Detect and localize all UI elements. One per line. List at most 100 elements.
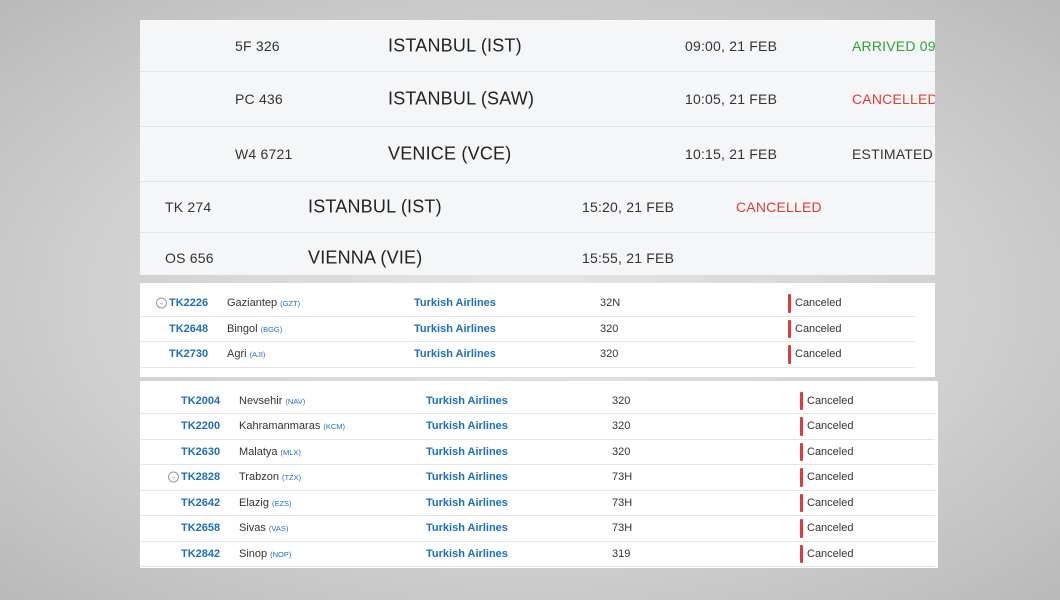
city: Trabzon (TZX) — [239, 471, 302, 484]
flight-number[interactable]: TK2200 — [181, 420, 221, 433]
flight-status: ARRIVED 09:01 — [852, 37, 935, 54]
aircraft: 320 — [612, 420, 631, 433]
flight-number[interactable]: TK2658 — [181, 522, 221, 535]
status-bar — [800, 417, 803, 436]
flight-row: TK2842 Sinop (NOP) Turkish Airlines 319 Cance… — [140, 542, 935, 567]
airport-code: (VAS) — [268, 524, 289, 534]
flight-status: CANCELLED — [852, 91, 935, 107]
flight-row: TK2642 Elazig (EZS) Turkish Airlines 73H Canc… — [140, 491, 935, 516]
flight-number[interactable]: TK2004 — [181, 394, 221, 407]
airline[interactable]: Turkish Airlines — [426, 420, 508, 433]
flight-number: OS 656 — [165, 249, 214, 266]
board-row: W4 6721 VENICE (VCE) 10:15, 21 FEB ESTIMATE… — [140, 127, 935, 182]
airline[interactable]: Turkish Airlines — [426, 394, 508, 407]
aircraft: 320 — [612, 394, 631, 407]
flight-number[interactable]: TK2842 — [181, 547, 221, 560]
flight-row: TK2200 Kahramanmaras (KCM) Turkish Airlines… — [140, 414, 935, 440]
expand-icon[interactable]: ⌄ — [168, 471, 179, 483]
aircraft: 320 — [600, 348, 619, 361]
aircraft: 73H — [612, 471, 633, 484]
flight-row: TK2658 Sivas (VAS) Turkish Airlines 73H Cance… — [140, 516, 935, 542]
city: Agri (AJI) — [227, 348, 266, 361]
flight-status: Canceled — [795, 348, 842, 361]
destination: ISTANBUL (IST) — [308, 196, 442, 217]
expand-icon[interactable]: ⌄ — [156, 297, 167, 309]
flight-number[interactable]: TK2828 — [181, 471, 221, 484]
flight-row: TK2730 Agri (AJI) Turkish Airlines 320 Cancel… — [140, 342, 915, 368]
status-bar — [800, 391, 803, 410]
flight-row: TK2648 Bingol (BGG) Turkish Airlines 320 Canc… — [140, 317, 915, 342]
flight-status: Canceled — [807, 445, 854, 458]
board-row: TK 274 ISTANBUL (IST) 15:20, 21 FEB CANCELL… — [140, 182, 935, 233]
city: Bingol (BGG) — [227, 322, 283, 335]
board-row: PC 436 ISTANBUL (SAW) 10:05, 21 FEB CANCELL… — [140, 72, 935, 127]
airport-code: (BGG) — [260, 324, 283, 334]
scheduled-time: 10:05, 21 FEB — [685, 91, 778, 107]
aircraft: 32N — [600, 297, 621, 310]
airline[interactable]: Turkish Airlines — [426, 471, 508, 484]
destination: VENICE (VCE) — [388, 143, 512, 164]
flight-number[interactable]: TK2226 — [169, 297, 209, 310]
destination: VIENNA (VIE) — [308, 247, 423, 267]
scheduled-time: 15:55, 21 FEB — [582, 249, 675, 266]
board-row: OS 656 VIENNA (VIE) 15:55, 21 FEB — [140, 233, 935, 275]
scheduled-time: 15:20, 21 FEB — [582, 199, 675, 215]
status-bar — [800, 468, 803, 487]
flight-status: ESTIMATED 10: — [852, 146, 935, 162]
aircraft: 320 — [612, 445, 631, 458]
airport-code: (NAV) — [285, 396, 306, 406]
airport-code: (EZS) — [271, 498, 292, 508]
flight-status: Canceled — [807, 522, 854, 535]
city: Gaziantep (GZT) — [227, 297, 301, 310]
airport-code: (MLX) — [280, 447, 301, 457]
flight-row: ⌄ TK2226 Gaziantep (GZT) Turkish Airlines 32N… — [140, 291, 915, 317]
flight-status: Canceled — [795, 322, 842, 335]
aircraft: 319 — [612, 547, 631, 560]
aircraft: 320 — [600, 322, 619, 335]
destination: ISTANBUL (IST) — [388, 35, 522, 55]
airport-code: (AJI) — [249, 350, 266, 360]
flight-number[interactable]: TK2642 — [181, 496, 221, 509]
flight-list-a: ⌄ TK2226 Gaziantep (GZT) Turkish Airlines 32N… — [140, 283, 935, 377]
status-bar — [788, 319, 791, 338]
city: Nevsehir (NAV) — [239, 394, 306, 407]
board-row: 5F 326 ISTANBUL (IST) 09:00, 21 FEB ARRIVED… — [140, 20, 935, 72]
flight-number: PC 436 — [235, 91, 283, 107]
flight-status: Canceled — [807, 420, 854, 433]
flight-row: TK2004 Nevsehir (NAV) Turkish Airlines 320 Ca… — [140, 389, 935, 414]
flight-row: ⌄ TK2828 Trabzon (TZX) Turkish Airlines 73H Ca… — [140, 465, 935, 491]
city: Elazig (EZS) — [239, 496, 292, 509]
flight-status: Canceled — [807, 496, 854, 509]
airline[interactable]: Turkish Airlines — [426, 547, 508, 560]
flight-number[interactable]: TK2648 — [169, 322, 209, 335]
flight-status: Canceled — [807, 471, 854, 484]
airline[interactable]: Turkish Airlines — [426, 496, 508, 509]
flight-list-b: TK2004 Nevsehir (NAV) Turkish Airlines 320 Ca… — [140, 381, 938, 568]
flight-status: Canceled — [807, 394, 854, 407]
airport-code: (NOP) — [270, 549, 292, 559]
status-bar — [788, 294, 791, 313]
status-bar — [800, 544, 803, 563]
flight-row: TK2630 Malatya (MLX) Turkish Airlines 320 Can… — [140, 440, 935, 465]
flight-status: CANCELLED — [736, 199, 822, 215]
flight-number: W4 6721 — [235, 146, 293, 162]
destination: ISTANBUL (SAW) — [388, 88, 535, 109]
airline[interactable]: Turkish Airlines — [426, 445, 508, 458]
flight-status: Canceled — [807, 547, 854, 560]
status-bar — [788, 345, 791, 364]
city: Kahramanmaras (KCM) — [239, 420, 345, 433]
city: Malatya (MLX) — [239, 445, 301, 458]
airport-code: (TZX) — [281, 473, 302, 483]
flight-number[interactable]: TK2730 — [169, 348, 209, 361]
airline[interactable]: Turkish Airlines — [414, 348, 496, 361]
flight-status: Canceled — [795, 297, 842, 310]
scheduled-time: 09:00, 21 FEB — [685, 37, 778, 54]
flight-number[interactable]: TK2630 — [181, 445, 221, 458]
airport-code: (GZT) — [280, 299, 301, 309]
airline[interactable]: Turkish Airlines — [426, 522, 508, 535]
city: Sivas (VAS) — [239, 522, 289, 535]
airline[interactable]: Turkish Airlines — [414, 297, 496, 310]
aircraft: 73H — [612, 496, 633, 509]
airline[interactable]: Turkish Airlines — [414, 322, 496, 335]
